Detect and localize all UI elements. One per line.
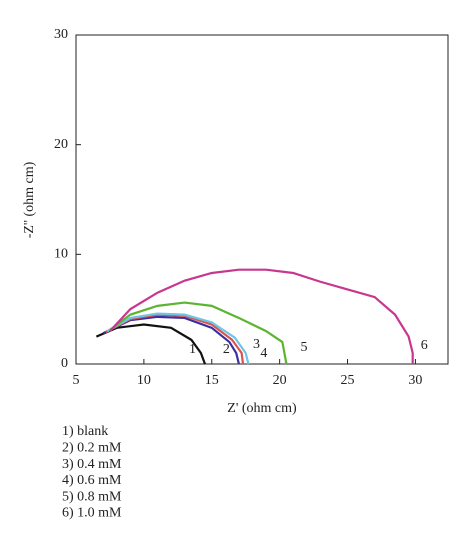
y-tick-label: 20 [54, 137, 68, 152]
series-line [106, 312, 250, 365]
legend-entry: 3) 0.4 mM [62, 457, 122, 472]
curve-label: 2 [223, 342, 230, 357]
x-tick-label: 5 [73, 373, 80, 388]
series-line [102, 315, 240, 365]
legend-entry: 1) blank [62, 424, 108, 439]
curve-label: 5 [300, 340, 307, 355]
x-tick-label: 25 [341, 373, 355, 388]
series-line [109, 301, 288, 365]
legend-entry: 2) 0.2 mM [62, 441, 122, 456]
curve-label: 6 [421, 338, 428, 353]
y-tick-label: 10 [54, 247, 68, 262]
legend-entry: 4) 0.6 mM [62, 473, 122, 488]
x-tick-label: 10 [137, 373, 151, 388]
y-tick-label: 0 [61, 356, 68, 371]
x-axis-label: Z' (ohm cm) [227, 401, 297, 416]
plot-frame [75, 34, 449, 365]
x-tick-label: 15 [205, 373, 219, 388]
legend-entry: 6) 1.0 mM [62, 506, 122, 521]
curve-label: 1 [189, 342, 196, 357]
y-axis-label: -Z'' (ohm cm) [22, 161, 37, 238]
curve-label: 3 [253, 337, 260, 352]
x-tick-label: 30 [408, 373, 422, 388]
series-line [109, 268, 414, 364]
curve-label: 4 [260, 346, 267, 361]
legend-entry: 5) 0.8 mM [62, 489, 122, 504]
x-tick-label: 20 [273, 373, 287, 388]
y-tick-label: 30 [54, 27, 68, 42]
